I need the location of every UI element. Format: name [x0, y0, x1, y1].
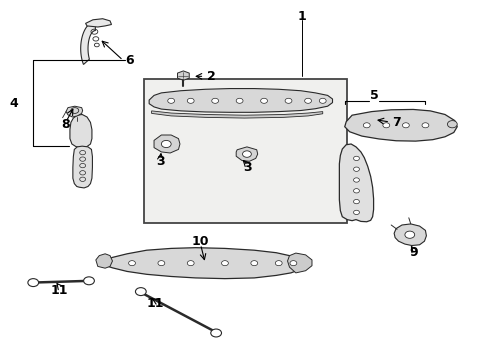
- Text: 7: 7: [391, 116, 400, 129]
- Polygon shape: [177, 71, 189, 80]
- Bar: [144, 79, 346, 223]
- Circle shape: [304, 98, 311, 103]
- Circle shape: [421, 123, 428, 128]
- Circle shape: [250, 261, 257, 266]
- Circle shape: [353, 167, 359, 171]
- Polygon shape: [393, 224, 426, 246]
- Circle shape: [447, 121, 456, 128]
- Circle shape: [285, 98, 291, 103]
- Text: 1: 1: [297, 10, 305, 23]
- Circle shape: [28, 279, 39, 287]
- Polygon shape: [96, 254, 112, 268]
- Polygon shape: [66, 106, 82, 117]
- Polygon shape: [149, 89, 332, 112]
- Circle shape: [363, 123, 369, 128]
- Polygon shape: [73, 146, 92, 188]
- Polygon shape: [339, 144, 373, 222]
- Circle shape: [236, 98, 243, 103]
- Circle shape: [187, 261, 194, 266]
- Circle shape: [161, 140, 171, 148]
- Circle shape: [404, 231, 414, 238]
- Circle shape: [167, 98, 174, 103]
- Circle shape: [211, 98, 218, 103]
- Circle shape: [353, 178, 359, 182]
- Text: 6: 6: [125, 54, 134, 67]
- Polygon shape: [102, 248, 304, 279]
- Polygon shape: [85, 19, 111, 27]
- Text: 5: 5: [369, 89, 378, 102]
- Text: 10: 10: [191, 235, 209, 248]
- Text: 9: 9: [408, 246, 417, 259]
- Text: 2: 2: [206, 70, 215, 83]
- Circle shape: [275, 261, 282, 266]
- Circle shape: [382, 123, 389, 128]
- Polygon shape: [81, 22, 95, 64]
- Circle shape: [289, 261, 296, 266]
- Text: 11: 11: [51, 284, 68, 297]
- Circle shape: [210, 329, 221, 337]
- Text: 3: 3: [156, 156, 164, 168]
- Circle shape: [353, 189, 359, 193]
- Circle shape: [158, 261, 164, 266]
- Circle shape: [242, 151, 251, 157]
- Polygon shape: [287, 253, 311, 273]
- Polygon shape: [154, 135, 180, 153]
- Circle shape: [319, 98, 325, 103]
- Circle shape: [128, 261, 135, 266]
- Polygon shape: [344, 109, 456, 141]
- Text: 3: 3: [243, 161, 251, 174]
- Circle shape: [221, 261, 228, 266]
- Polygon shape: [151, 111, 322, 118]
- Text: 4: 4: [9, 97, 18, 110]
- Polygon shape: [236, 147, 257, 161]
- Circle shape: [135, 288, 146, 296]
- Circle shape: [353, 156, 359, 161]
- Circle shape: [353, 210, 359, 215]
- Text: 8: 8: [61, 118, 70, 131]
- Circle shape: [83, 277, 94, 285]
- Polygon shape: [70, 114, 92, 148]
- Circle shape: [187, 98, 194, 103]
- Circle shape: [260, 98, 267, 103]
- Circle shape: [353, 199, 359, 204]
- Circle shape: [402, 123, 408, 128]
- Text: 11: 11: [146, 297, 164, 310]
